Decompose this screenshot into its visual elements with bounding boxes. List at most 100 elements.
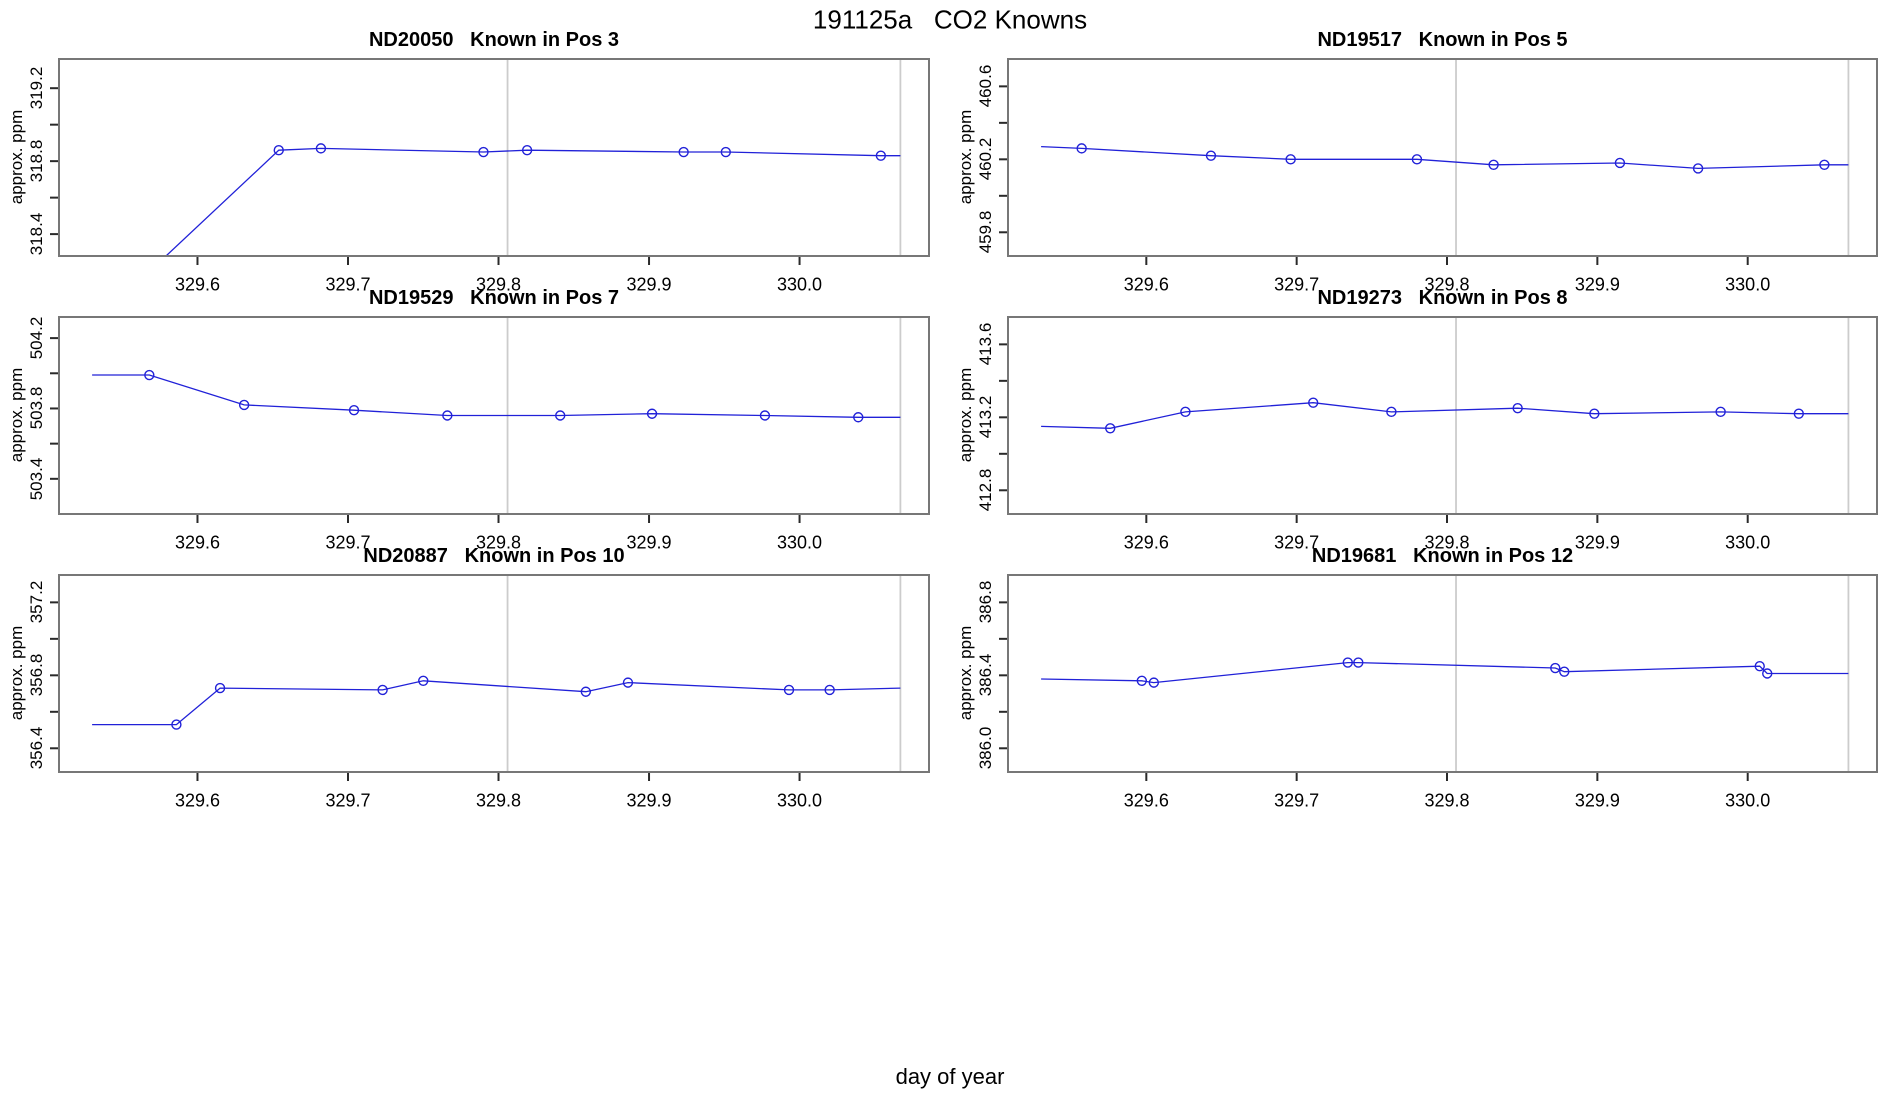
data-point-marker: [1512, 403, 1523, 414]
data-point-marker: [1411, 154, 1423, 165]
data-point-marker: [783, 684, 795, 696]
data-point-marker: [646, 408, 658, 419]
data-point-marker: [144, 369, 155, 381]
y-axis-label: approx. ppm: [956, 109, 975, 205]
y-tick-label: 460.6: [976, 65, 995, 108]
x-tick-label: 329.7: [325, 274, 371, 295]
data-point-marker: [1754, 661, 1765, 672]
y-axis-label: approx. ppm: [956, 367, 975, 463]
plot-box: [1007, 316, 1878, 515]
plot-box: [58, 316, 930, 515]
y-tick-label: 503.8: [27, 387, 46, 430]
plot-box: [1007, 574, 1878, 773]
y-tick-label: 357.2: [27, 581, 46, 624]
data-point-marker: [1180, 406, 1191, 418]
data-point-marker: [622, 677, 634, 688]
data-point-marker: [1205, 150, 1217, 161]
x-tick-label: 329.7: [1274, 790, 1320, 811]
data-line: [92, 680, 901, 726]
data-point-marker: [1105, 423, 1116, 434]
y-tick-label: 413.2: [976, 396, 995, 439]
x-tick-label: 329.8: [475, 532, 522, 553]
data-point-marker: [1076, 143, 1087, 154]
x-tick-label: 330.0: [1725, 790, 1771, 811]
x-tick-label: 329.8: [1424, 274, 1470, 295]
y-tick-label: 386.0: [976, 727, 995, 770]
data-point-marker: [521, 145, 533, 156]
data-point-marker: [238, 399, 250, 411]
data-point-marker: [273, 145, 284, 156]
data-point-marker: [875, 150, 887, 161]
data-point-marker: [1715, 406, 1726, 418]
data-point-marker: [1589, 408, 1600, 419]
plot-area-nd19517: [999, 58, 1878, 265]
plot-area-nd20887: [50, 574, 930, 781]
data-point-marker: [377, 684, 388, 696]
data-point-marker: [1148, 677, 1160, 688]
plot-area-nd19273: [999, 316, 1878, 523]
x-tick-label: 329.9: [1574, 532, 1620, 553]
panel-title-nd19517: ND19517 Known in Pos 5: [1317, 29, 1568, 51]
data-point-marker: [1136, 675, 1148, 686]
data-point-marker: [580, 686, 592, 697]
y-axis-label: approx. ppm: [7, 367, 26, 463]
data-point-marker: [348, 405, 360, 416]
data-point-marker: [1353, 657, 1364, 668]
y-tick-label: 319.2: [27, 66, 46, 110]
data-point-marker: [853, 412, 864, 423]
data-point-marker: [1614, 157, 1626, 169]
data-point-marker: [418, 675, 429, 686]
x-tick-label: 330.0: [1725, 532, 1771, 553]
data-line: [165, 147, 901, 256]
x-tick-label: 329.9: [626, 790, 672, 811]
x-tick-label: 329.6: [1123, 532, 1169, 553]
data-line: [1041, 145, 1849, 170]
x-tick-label: 329.6: [174, 532, 220, 553]
x-tick-label: 329.7: [325, 790, 371, 811]
y-tick-label: 412.8: [976, 469, 995, 512]
x-tick-label: 329.9: [1574, 274, 1620, 295]
x-tick-label: 329.7: [1274, 274, 1320, 295]
data-point-marker: [759, 410, 771, 421]
data-point-marker: [824, 684, 835, 696]
y-tick-label: 504.2: [27, 316, 46, 360]
plot-area-nd20050: [50, 58, 930, 265]
x-tick-label: 329.9: [626, 274, 672, 295]
x-tick-label: 330.0: [777, 274, 823, 295]
plot-area-nd19681: [999, 574, 1878, 781]
main-title: 191125a CO2 Knowns: [812, 4, 1088, 35]
x-tick-label: 329.7: [1274, 532, 1320, 553]
x-tick-label: 329.6: [1123, 790, 1169, 811]
y-axis-label: approx. ppm: [7, 109, 26, 205]
data-point-marker: [1285, 154, 1296, 165]
y-tick-label: 413.6: [976, 323, 995, 366]
x-tick-label: 330.0: [777, 790, 823, 811]
data-point-marker: [1793, 408, 1805, 419]
y-tick-label: 503.4: [27, 457, 46, 501]
y-tick-label: 318.4: [27, 212, 46, 256]
y-tick-label: 386.8: [976, 581, 995, 624]
data-point-marker: [214, 682, 226, 694]
y-axis-label: approx. ppm: [7, 625, 26, 721]
data-point-marker: [1819, 159, 1830, 170]
y-tick-label: 356.8: [27, 654, 46, 697]
panel-title-nd20887: ND20887 Known in Pos 10: [363, 545, 625, 567]
data-point-marker: [1342, 657, 1353, 668]
data-point-marker: [1550, 662, 1561, 674]
x-tick-label: 330.0: [1725, 274, 1771, 295]
panel-title-nd19529: ND19529 Known in Pos 7: [368, 287, 620, 309]
data-point-marker: [1488, 159, 1499, 170]
panel-title-nd20050: ND20050 Known in Pos 3: [368, 29, 620, 51]
x-tick-label: 329.7: [325, 532, 371, 553]
data-point-marker: [1559, 666, 1570, 677]
data-line: [1041, 402, 1849, 429]
data-point-marker: [720, 146, 731, 158]
data-point-marker: [1762, 668, 1773, 679]
data-point-marker: [678, 146, 689, 158]
y-tick-label: 356.4: [27, 727, 46, 770]
panel-title-nd19273: ND19273 Known in Pos 8: [1317, 287, 1568, 309]
plot-box: [58, 574, 930, 773]
data-line: [1041, 661, 1849, 684]
data-line: [92, 374, 901, 418]
